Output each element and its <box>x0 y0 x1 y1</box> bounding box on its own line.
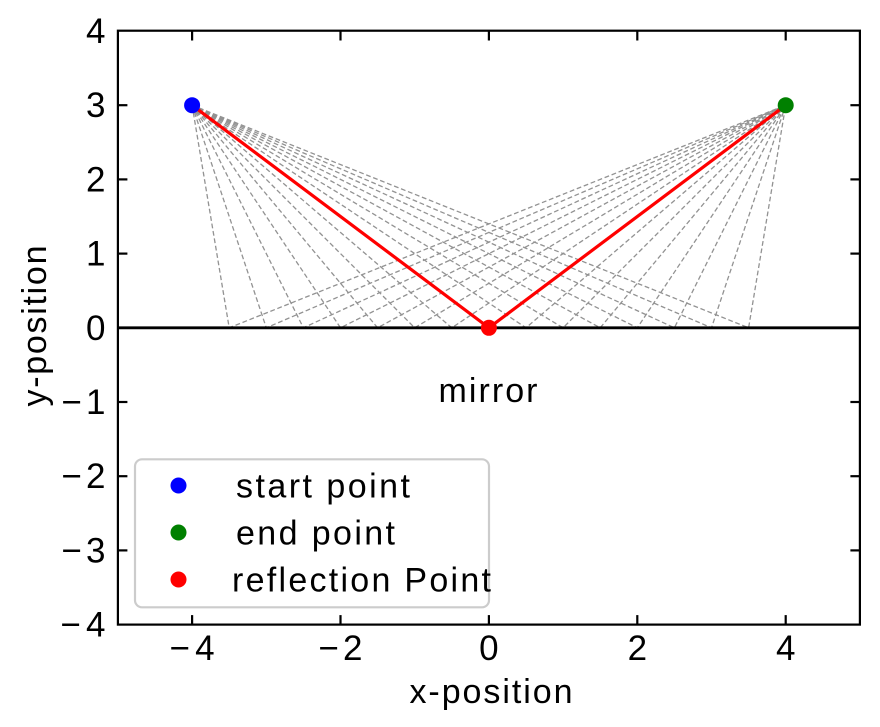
svg-text:1: 1 <box>86 235 105 274</box>
svg-text:0: 0 <box>86 309 105 348</box>
svg-text:mirror: mirror <box>439 372 538 410</box>
svg-text:x-position: x-position <box>410 673 573 711</box>
svg-text:y-position: y-position <box>16 246 54 407</box>
svg-text:4: 4 <box>86 12 105 51</box>
svg-text:3: 3 <box>86 86 105 125</box>
svg-text:2: 2 <box>628 629 647 668</box>
svg-text:end point: end point <box>236 515 396 553</box>
svg-text:2: 2 <box>86 160 105 199</box>
svg-text:start point: start point <box>236 468 411 506</box>
svg-text:reflection Point: reflection Point <box>232 562 492 600</box>
svg-text:0: 0 <box>479 629 498 668</box>
svg-text:4: 4 <box>776 629 795 668</box>
